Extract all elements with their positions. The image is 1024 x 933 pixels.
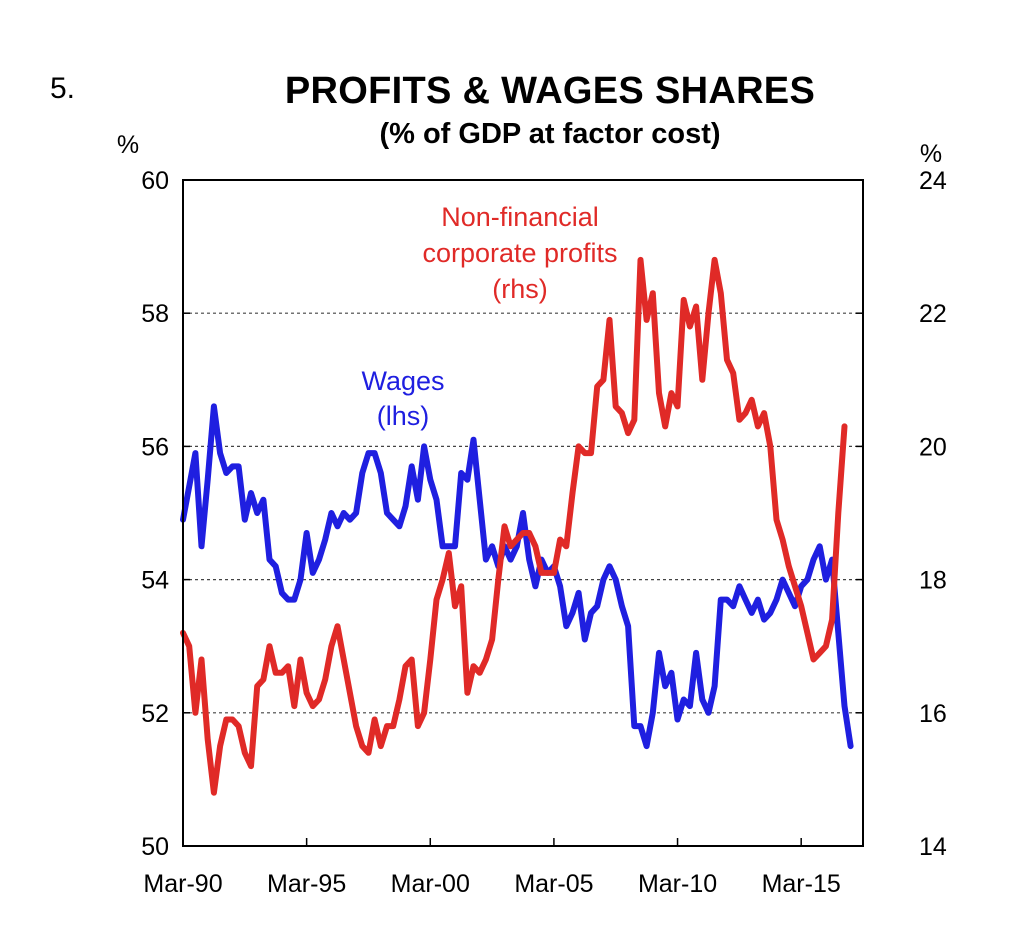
x-tick-label: Mar-00 xyxy=(391,870,470,898)
chart-subtitle: (% of GDP at factor cost) xyxy=(379,118,721,150)
right-tick-label: 24 xyxy=(919,167,947,195)
left-axis-unit: % xyxy=(117,131,139,159)
right-axis-unit: % xyxy=(920,140,942,168)
left-tick-label: 50 xyxy=(141,833,169,861)
left-tick-label: 56 xyxy=(141,433,169,461)
series-label-profits-line3: (rhs) xyxy=(492,274,548,304)
right-tick-label: 14 xyxy=(919,833,947,861)
series-label-wages-line1: Wages xyxy=(361,366,444,396)
series-label-profits-line1: Non-financial xyxy=(441,202,599,232)
right-tick-label: 16 xyxy=(919,700,947,728)
x-tick-label: Mar-10 xyxy=(638,870,717,898)
plot-frame xyxy=(182,179,864,847)
x-tick-label: Mar-90 xyxy=(143,870,222,898)
series-label-wages-line2: (lhs) xyxy=(377,401,430,431)
left-tick-label: 52 xyxy=(141,700,169,728)
chart-title: PROFITS & WAGES SHARES xyxy=(284,70,816,112)
x-tick-label: Mar-95 xyxy=(267,870,346,898)
right-tick-label: 20 xyxy=(919,433,947,461)
series-line-wages xyxy=(180,403,854,750)
left-tick-label: 58 xyxy=(141,300,169,328)
left-tick-label: 54 xyxy=(141,567,169,595)
series-line-profits xyxy=(180,256,848,796)
x-tick-label: Mar-15 xyxy=(762,870,841,898)
series-label-profits-line2: corporate profits xyxy=(422,238,617,268)
right-tick-label: 22 xyxy=(919,300,947,328)
left-tick-label: 60 xyxy=(141,167,169,195)
x-tick-label: Mar-05 xyxy=(514,870,593,898)
chart-number: 5. xyxy=(50,72,76,105)
right-tick-label: 18 xyxy=(919,567,947,595)
